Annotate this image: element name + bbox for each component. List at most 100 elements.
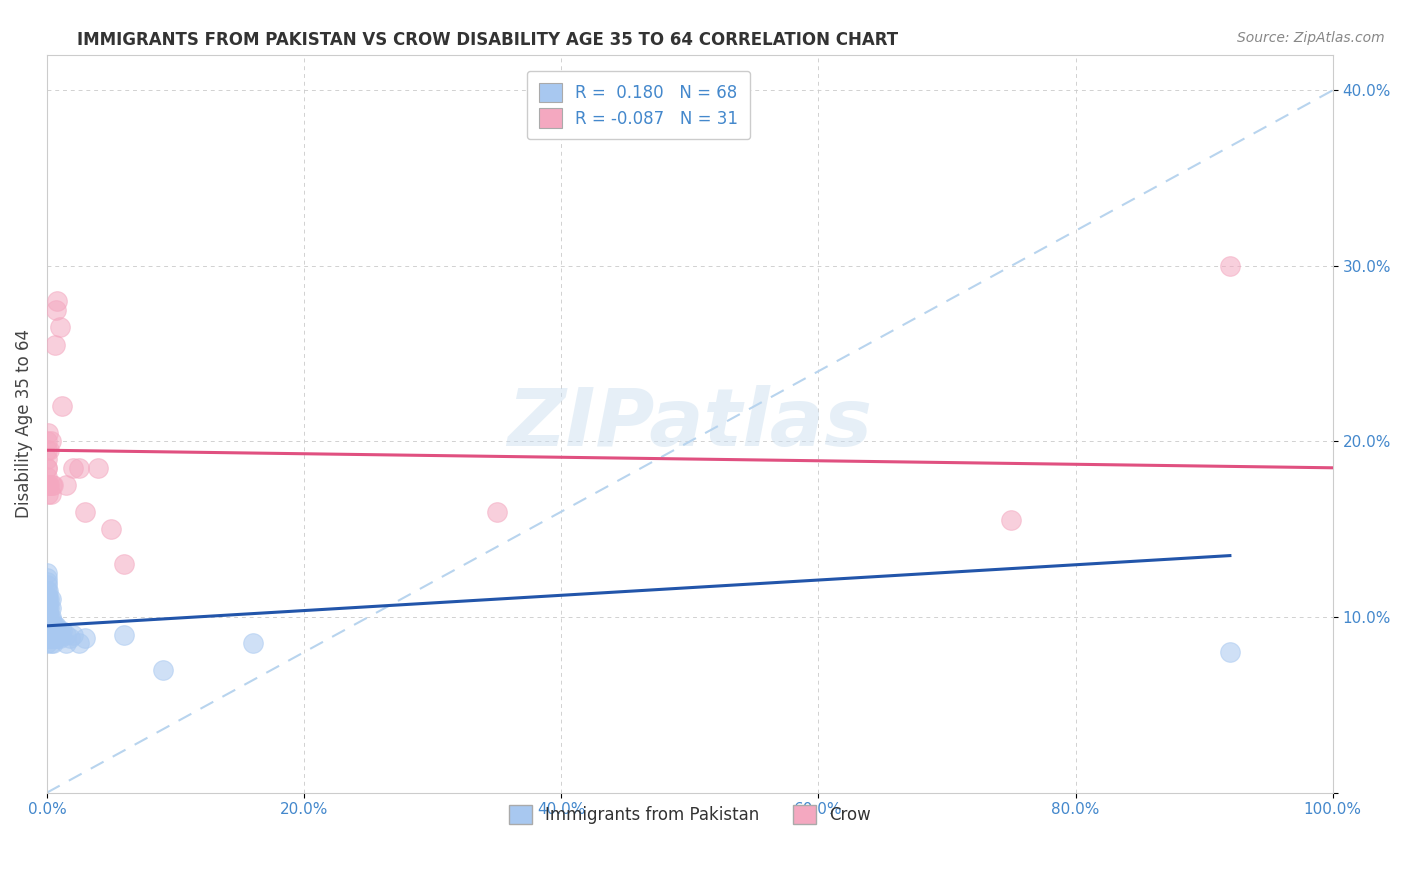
Point [48, 320, 70, 334]
Point [35, 583, 58, 598]
Point [100, 522, 122, 536]
Point [44, 619, 66, 633]
Point [55, 636, 77, 650]
Point [38, 627, 60, 641]
Point [35, 610, 58, 624]
Point [35, 469, 58, 483]
Point [37, 487, 59, 501]
Point [35, 460, 58, 475]
Point [39, 610, 62, 624]
Point [35, 614, 58, 628]
Point [37, 614, 59, 628]
Point [44, 631, 66, 645]
Point [42, 636, 65, 650]
Point [46, 631, 69, 645]
Point [37, 583, 59, 598]
Point [35, 478, 58, 492]
Point [42, 627, 65, 641]
Point [45, 302, 67, 317]
Point [35, 624, 58, 639]
Point [35, 619, 58, 633]
Point [37, 592, 59, 607]
Y-axis label: Disability Age 35 to 64: Disability Age 35 to 64 [15, 329, 32, 518]
Point [35, 610, 58, 624]
Point [37, 631, 59, 645]
Point [35, 452, 58, 467]
Point [39, 487, 62, 501]
Point [39, 601, 62, 615]
Point [37, 607, 59, 621]
Point [87, 460, 110, 475]
Point [67, 636, 90, 650]
Point [152, 663, 174, 677]
Point [51, 400, 73, 414]
Point [41, 624, 63, 639]
Point [35, 578, 58, 592]
Point [112, 558, 135, 572]
Point [37, 601, 59, 615]
Point [39, 636, 62, 650]
Point [37, 627, 59, 641]
Point [48, 624, 70, 639]
Legend: Immigrants from Pakistan, Crow: Immigrants from Pakistan, Crow [496, 793, 883, 836]
Point [39, 627, 62, 641]
Point [55, 478, 77, 492]
Point [48, 627, 70, 641]
Point [35, 596, 58, 610]
Point [38, 478, 60, 492]
Point [112, 627, 135, 641]
Point [49, 627, 72, 641]
Point [242, 636, 264, 650]
Point [35, 443, 58, 458]
Point [39, 434, 62, 449]
Point [37, 610, 59, 624]
Point [35, 589, 58, 603]
Point [35, 574, 58, 589]
Point [37, 478, 59, 492]
Point [35, 610, 58, 624]
Point [35, 601, 58, 615]
Point [35, 571, 58, 585]
Point [1219, 645, 1241, 659]
Point [59, 631, 82, 645]
Point [75, 505, 97, 519]
Point [62, 627, 84, 641]
Text: IMMIGRANTS FROM PAKISTAN VS CROW DISABILITY AGE 35 TO 64 CORRELATION CHART: IMMIGRANTS FROM PAKISTAN VS CROW DISABIL… [77, 31, 898, 49]
Point [35, 636, 58, 650]
Text: Source: ZipAtlas.com: Source: ZipAtlas.com [1237, 31, 1385, 45]
Point [35, 601, 58, 615]
Point [37, 624, 59, 639]
Point [35, 592, 58, 607]
Point [1219, 259, 1241, 273]
Point [35, 592, 58, 607]
Point [42, 478, 65, 492]
Point [35, 607, 58, 621]
Point [39, 619, 62, 633]
Point [38, 601, 60, 615]
Point [45, 627, 67, 641]
Point [35, 460, 58, 475]
Point [35, 434, 58, 449]
Point [38, 610, 60, 624]
Point [38, 592, 60, 607]
Point [44, 338, 66, 352]
Point [1000, 513, 1022, 527]
Point [38, 619, 60, 633]
Point [51, 624, 73, 639]
Point [38, 443, 60, 458]
Point [42, 619, 65, 633]
Point [67, 460, 90, 475]
Point [35, 566, 58, 581]
Point [46, 293, 69, 308]
Point [37, 619, 59, 633]
Text: ZIPatlas: ZIPatlas [508, 384, 872, 463]
Point [39, 592, 62, 607]
Point [45, 619, 67, 633]
Point [41, 478, 63, 492]
Point [62, 460, 84, 475]
Point [41, 631, 63, 645]
Point [35, 627, 58, 641]
Point [75, 631, 97, 645]
Point [38, 631, 60, 645]
Point [37, 425, 59, 440]
